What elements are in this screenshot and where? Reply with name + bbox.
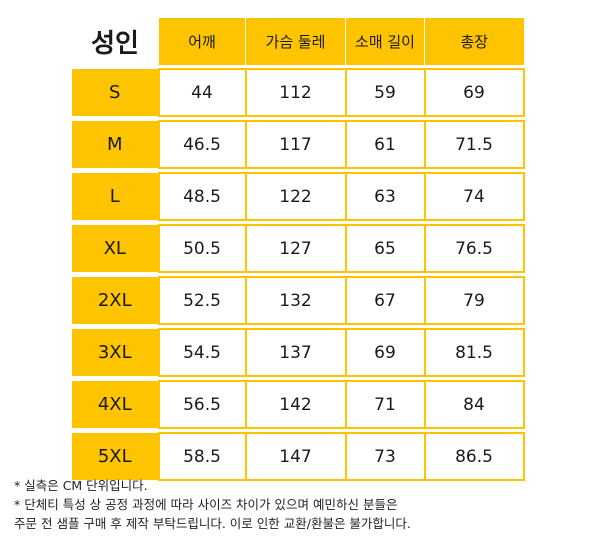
header-shoulder: 어깨 [158, 18, 246, 65]
size-value: 117 [244, 120, 347, 169]
size-value: 54.5 [157, 328, 247, 377]
note-line-1: * 실측은 CM 단위입니다. [14, 478, 148, 493]
size-value: 112 [244, 68, 347, 117]
size-value: 48.5 [157, 172, 247, 221]
size-label: 5XL [72, 433, 159, 480]
size-value: 122 [244, 172, 347, 221]
size-label: 2XL [72, 277, 159, 324]
size-value: 142 [244, 380, 347, 429]
size-label: 4XL [72, 381, 159, 428]
size-value: 73 [344, 432, 426, 481]
size-value: 127 [244, 224, 347, 273]
size-chart-table: 성인 어깨 가슴 둘레 소매 길이 총장 S 44 112 59 69 M 46.5 117 6… [72, 18, 525, 481]
notes: * 실측은 CM 단위입니다. * 단체티 특성 상 공정 과정에 따라 사이즈… [14, 476, 411, 533]
size-value: 69 [344, 328, 426, 377]
header-sleeve: 소매 길이 [345, 18, 425, 65]
table-title: 성인 [91, 29, 139, 59]
size-value: 81.5 [423, 328, 525, 377]
table-row: L 48.5 122 63 74 [72, 172, 525, 221]
table-row: S 44 112 59 69 [72, 68, 525, 117]
size-value: 63 [344, 172, 426, 221]
size-value: 86.5 [423, 432, 525, 481]
size-label: L [72, 173, 159, 220]
table-row: 2XL 52.5 132 67 79 [72, 276, 525, 325]
size-value: 50.5 [157, 224, 247, 273]
size-label: S [72, 69, 159, 116]
size-value: 71.5 [423, 120, 525, 169]
size-label: XL [72, 225, 159, 272]
header-row: 성인 어깨 가슴 둘레 소매 길이 총장 [72, 18, 524, 65]
header-chest: 가슴 둘레 [245, 18, 346, 65]
size-value: 79 [423, 276, 525, 325]
size-label: M [72, 121, 159, 168]
table-row: XL 50.5 127 65 76.5 [72, 224, 525, 273]
note-line-3: 주문 전 샘플 구매 후 제작 부탁드립니다. 이로 인한 교환/환불은 불가합… [14, 516, 411, 531]
size-value: 84 [423, 380, 525, 429]
size-value: 52.5 [157, 276, 247, 325]
size-value: 58.5 [157, 432, 247, 481]
size-value: 61 [344, 120, 426, 169]
table-row: 3XL 54.5 137 69 81.5 [72, 328, 525, 377]
size-value: 74 [423, 172, 525, 221]
size-value: 67 [344, 276, 426, 325]
size-value: 71 [344, 380, 426, 429]
note-line-2: * 단체티 특성 상 공정 과정에 따라 사이즈 차이가 있으며 예민하신 분들… [14, 497, 398, 512]
size-value: 69 [423, 68, 525, 117]
size-value: 44 [157, 68, 247, 117]
table-row: 5XL 58.5 147 73 86.5 [72, 432, 525, 481]
size-value: 65 [344, 224, 426, 273]
size-value: 147 [244, 432, 347, 481]
header-length: 총장 [424, 18, 524, 65]
size-label: 3XL [72, 329, 159, 376]
size-value: 137 [244, 328, 347, 377]
size-value: 59 [344, 68, 426, 117]
size-value: 76.5 [423, 224, 525, 273]
table-row: M 46.5 117 61 71.5 [72, 120, 525, 169]
size-value: 132 [244, 276, 347, 325]
table-row: 4XL 56.5 142 71 84 [72, 380, 525, 429]
size-value: 46.5 [157, 120, 247, 169]
size-value: 56.5 [157, 380, 247, 429]
